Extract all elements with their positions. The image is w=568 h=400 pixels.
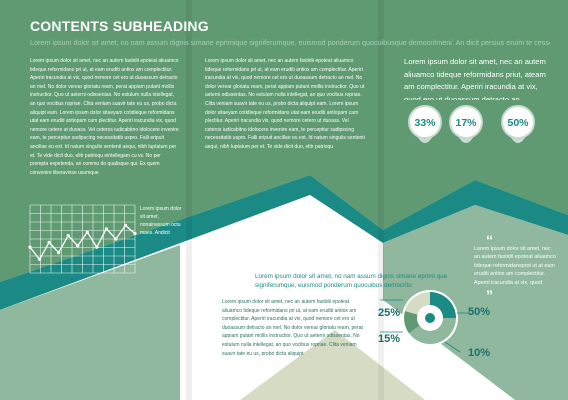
chart-point (47, 240, 51, 244)
percent-bubble: 17% (449, 105, 483, 143)
column-2-text: Lorem ipsum dolor sit amet, nec an autem… (205, 58, 365, 150)
chart-point (133, 231, 137, 236)
subheading-line: Lorem ipsum dolor sit amet, no nam assum… (30, 38, 550, 47)
chart-point (28, 245, 32, 249)
fold-line-1 (186, 0, 192, 400)
chart-point (57, 251, 61, 255)
donut-slice-15 (404, 311, 420, 334)
donut-slice-25 (430, 292, 456, 318)
donut-label-10: 10% (468, 347, 491, 359)
right-white-area (383, 300, 568, 400)
donut-slice-50 (409, 318, 456, 344)
quote-open-mark: “ (486, 232, 493, 248)
teal-chevron-band (383, 180, 568, 243)
donut-label-25: 25% (378, 307, 401, 319)
percent-bubbles: 33% 17% 50% (408, 105, 535, 143)
chart-point (123, 223, 128, 227)
green-panel (0, 0, 568, 282)
bubble-value: 33% (414, 117, 436, 129)
donut-label-50: 50% (468, 306, 491, 318)
percent-bubble: 33% (408, 105, 442, 143)
chart-point (37, 257, 42, 261)
chart-point (104, 227, 108, 231)
right-green-area (383, 205, 568, 400)
fold-line-2 (378, 0, 384, 400)
chart-caption: Lorem ipsum dolor sit amet, nonainassum … (140, 206, 182, 235)
donut-chart (380, 290, 470, 353)
column-3-lead: Lorem ipsum dolor sit amet, nec an autem… (404, 57, 546, 100)
bottom-body-text: Lorem ipsum dolor sit amet, nec an autem… (222, 299, 363, 356)
column-1-text: Lorem ipsum dolor sit amet, nec an autem… (30, 58, 179, 176)
line-chart (28, 204, 137, 274)
olive-triangle (240, 330, 425, 400)
bottom-lead: Lorem ipsum dolor sit amet, no nam assum… (255, 273, 448, 290)
quote-close-mark: ” (486, 287, 493, 303)
percent-bubble: 50% (501, 105, 535, 143)
chart-point (114, 237, 118, 241)
chart-point (76, 244, 80, 248)
page-title: CONTENTS SUBHEADING (30, 18, 209, 34)
chart-point (85, 230, 89, 234)
quote-text: Lorem ipsum dolor sit amet, nec an autem… (474, 246, 556, 286)
bubble-value: 17% (455, 117, 477, 129)
donut-slice-10 (405, 292, 430, 315)
donut-label-15: 15% (378, 333, 401, 345)
bubble-value: 50% (507, 117, 529, 129)
chart-point (66, 234, 70, 238)
lower-left-green (0, 245, 180, 400)
chart-point (95, 245, 99, 249)
